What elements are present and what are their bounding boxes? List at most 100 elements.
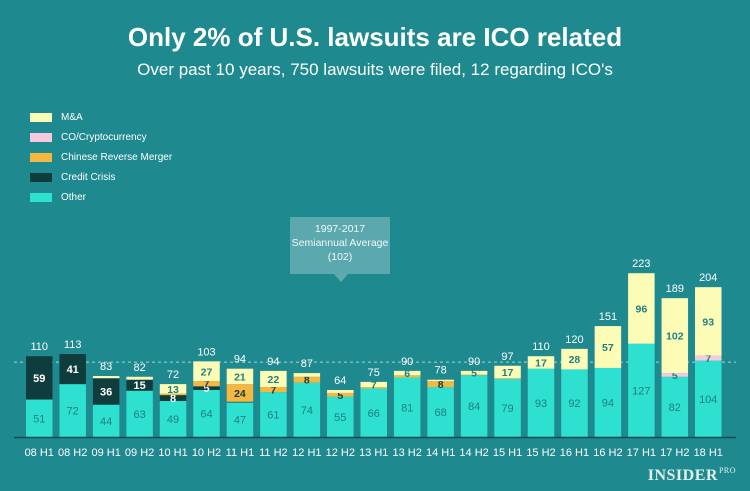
bar-label-credit-crisis-3: 15 <box>133 380 145 392</box>
bar-other-4 <box>159 401 187 437</box>
bar-other-17 <box>594 367 622 437</box>
bar-label-chinese-reverse-merger-9: 5 <box>337 390 343 402</box>
bar-m-a-11 <box>393 370 421 376</box>
bar-label-other-7: 61 <box>267 410 279 422</box>
average-callout-pointer <box>334 274 348 282</box>
legend-swatch-other <box>30 192 52 202</box>
bar-credit-crisis-6 <box>226 401 254 403</box>
bar-m-a-19 <box>661 298 689 374</box>
x-tick-label-6: 11 H1 <box>226 447 255 459</box>
bar-label-m-a-10: 7 <box>371 379 377 391</box>
legend-swatch-chinese-reverse-merger <box>30 152 52 162</box>
bar-m-a-18 <box>628 273 655 344</box>
bar-label-other-15: 93 <box>535 398 547 410</box>
bar-other-13 <box>460 375 488 437</box>
bar-label-other-12: 68 <box>435 407 447 419</box>
bar-total-4: 72 <box>167 369 179 381</box>
bar-credit-crisis-4 <box>159 395 187 402</box>
bar-m-a-3 <box>126 376 153 380</box>
bar-label-m-a-6: 21 <box>234 371 246 383</box>
x-tick-label-20: 18 H1 <box>694 447 723 459</box>
bar-label-m-a-18: 96 <box>636 303 648 315</box>
legend-item-chinese-reverse-merger: Chinese Reverse Merger <box>30 147 172 167</box>
bar-credit-crisis-0 <box>26 356 53 400</box>
legend-swatch-crypto <box>30 132 52 142</box>
bar-other-1 <box>59 384 86 437</box>
average-callout-line2: Semiannual Average <box>291 237 389 249</box>
chart-title: Only 2% of U.S. lawsuits are ICO related <box>127 22 623 52</box>
bar-label-other-1: 72 <box>67 406 79 418</box>
bar-total-17: 151 <box>599 311 617 323</box>
x-tick-label-14: 15 H1 <box>493 447 522 459</box>
bar-other-15 <box>527 368 555 437</box>
legend-swatch-ma <box>30 112 52 122</box>
bar-m-a-6 <box>226 368 254 385</box>
legend-item-credit-crisis: Credit Crisis <box>30 167 172 187</box>
x-tick-label-19: 17 H2 <box>660 447 689 459</box>
bar-other-6 <box>226 402 254 437</box>
bar-label-other-20: 104 <box>699 394 717 406</box>
bar-other-18 <box>628 343 655 437</box>
bar-other-20 <box>695 360 722 437</box>
bar-label-other-4: 49 <box>167 414 179 426</box>
bar-label-credit-crisis-4: 8 <box>170 393 176 405</box>
bar-total-8: 87 <box>301 358 313 370</box>
bar-label-m-a-15: 17 <box>535 357 547 369</box>
bar-label-other-6: 47 <box>234 415 246 427</box>
bar-total-16: 120 <box>565 334 583 346</box>
bar-other-19 <box>661 376 689 437</box>
legend-item-crypto: CO/Cryptocurrency <box>30 127 172 147</box>
average-callout: 1997-2017 Semiannual Average (102) <box>290 217 390 274</box>
bar-chinese-reverse-merger-4 <box>159 393 187 396</box>
legend-label-crypto: CO/Cryptocurrency <box>61 131 147 143</box>
bar-label-credit-crisis-5: 5 <box>203 383 209 395</box>
bar-m-a-4 <box>159 384 187 394</box>
bar-total-6: 94 <box>234 354 246 366</box>
bar-chinese-reverse-merger-13 <box>460 374 488 376</box>
bar-co-cryptocurrency-20 <box>695 355 722 361</box>
bar-label-other-11: 81 <box>401 402 413 414</box>
bar-label-m-a-16: 28 <box>569 354 581 366</box>
bar-label-other-5: 64 <box>200 408 212 420</box>
bar-total-14: 97 <box>501 351 513 363</box>
x-tick-label-7: 11 H2 <box>259 447 288 459</box>
bar-total-11: 90 <box>401 356 413 368</box>
bar-other-5 <box>193 389 220 437</box>
bar-total-18: 223 <box>632 258 650 270</box>
legend-item-other: Other <box>30 187 172 207</box>
x-tick-label-8: 12 H1 <box>292 447 321 459</box>
bar-label-m-a-13: 5 <box>471 368 477 380</box>
bar-chinese-reverse-merger-11 <box>393 375 421 378</box>
bar-m-a-14 <box>494 365 521 379</box>
chart-legend: M&A CO/Cryptocurrency Chinese Reverse Me… <box>30 107 172 207</box>
bar-other-10 <box>360 388 387 437</box>
bar-chinese-reverse-merger-10 <box>360 387 387 389</box>
chart-subtitle: Over past 10 years, 750 lawsuits were fi… <box>137 60 613 79</box>
bar-total-19: 189 <box>666 283 684 295</box>
bar-chinese-reverse-merger-9 <box>327 392 354 397</box>
bar-m-a-10 <box>360 381 387 388</box>
bar-label-chinese-reverse-merger-7: 7 <box>270 385 276 397</box>
bar-label-other-17: 94 <box>602 397 614 409</box>
bar-chinese-reverse-merger-14 <box>494 378 521 379</box>
bar-label-other-16: 92 <box>568 398 580 410</box>
x-tick-label-9: 12 H2 <box>326 447 355 459</box>
bar-label-other-19: 82 <box>669 402 681 414</box>
bar-m-a-2 <box>92 376 120 379</box>
bar-label-co-cryptocurrency-20: 7 <box>705 353 711 365</box>
bar-m-a-13 <box>460 370 488 375</box>
bar-m-a-20 <box>695 287 722 356</box>
bar-chinese-reverse-merger-7 <box>260 387 287 393</box>
legend-label-credit-crisis: Credit Crisis <box>61 171 116 183</box>
bar-total-12: 78 <box>435 365 447 377</box>
bar-m-a-15 <box>527 356 555 369</box>
bar-other-16 <box>561 369 588 437</box>
bar-total-13: 90 <box>468 356 480 368</box>
bar-label-other-10: 66 <box>368 408 380 420</box>
x-tick-label-13: 14 H2 <box>459 447 488 459</box>
bar-label-other-8: 74 <box>301 405 313 417</box>
x-tick-label-4: 10 H1 <box>158 447 187 459</box>
bar-credit-crisis-5 <box>193 386 220 390</box>
bar-label-co-cryptocurrency-19: 5 <box>672 370 678 382</box>
